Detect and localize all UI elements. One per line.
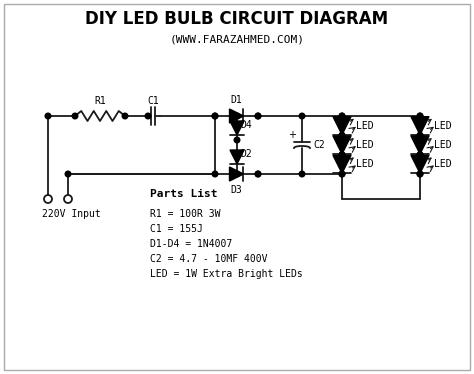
Circle shape [417,132,423,138]
Circle shape [255,113,261,119]
Circle shape [122,113,128,119]
Circle shape [299,113,305,119]
Polygon shape [411,136,429,154]
Circle shape [299,171,305,177]
Text: LED: LED [434,159,452,169]
Text: LED: LED [434,140,452,150]
Circle shape [339,132,345,138]
Circle shape [44,195,52,203]
Circle shape [417,113,423,119]
Circle shape [417,132,423,138]
Polygon shape [229,109,244,123]
Circle shape [417,171,423,177]
Text: D2: D2 [240,149,252,159]
Text: DIY LED BULB CIRCUIT DIAGRAM: DIY LED BULB CIRCUIT DIAGRAM [85,10,389,28]
Circle shape [417,171,423,177]
Circle shape [339,171,345,177]
Circle shape [45,113,51,119]
Circle shape [339,171,345,177]
Circle shape [212,113,218,119]
Circle shape [339,113,345,119]
Circle shape [234,137,240,143]
Circle shape [417,152,423,157]
Circle shape [339,113,345,119]
Circle shape [417,113,423,119]
Circle shape [212,171,218,177]
Polygon shape [333,155,351,173]
Circle shape [339,152,345,157]
Circle shape [234,113,240,119]
Text: C1: C1 [147,96,159,106]
Text: D1: D1 [231,95,242,105]
Text: LED: LED [356,121,374,131]
Polygon shape [411,155,429,173]
Text: C2: C2 [313,140,325,150]
Circle shape [255,171,261,177]
Circle shape [72,113,78,119]
Text: LED: LED [356,140,374,150]
Polygon shape [333,117,351,135]
Polygon shape [230,150,244,164]
Text: D1-D4 = 1N4007: D1-D4 = 1N4007 [150,239,232,249]
Circle shape [339,132,345,138]
Text: LED: LED [434,121,452,131]
Text: D3: D3 [231,185,242,195]
Polygon shape [229,167,244,181]
Polygon shape [333,136,351,154]
Circle shape [339,152,345,157]
Text: Parts List: Parts List [150,189,218,199]
Text: (WWW.FARAZAHMED.COM): (WWW.FARAZAHMED.COM) [170,34,304,44]
Circle shape [145,113,151,119]
Text: +: + [288,130,296,140]
Text: 220V Input: 220V Input [42,209,101,219]
Text: D4: D4 [240,120,252,130]
Polygon shape [411,117,429,135]
Text: C2 = 4.7 - 10MF 400V: C2 = 4.7 - 10MF 400V [150,254,267,264]
Text: LED: LED [356,159,374,169]
Polygon shape [230,121,244,135]
Circle shape [417,152,423,157]
Text: LED = 1W Extra Bright LEDs: LED = 1W Extra Bright LEDs [150,269,303,279]
Text: R1 = 100R 3W: R1 = 100R 3W [150,209,220,219]
Circle shape [234,171,240,177]
Circle shape [212,113,218,119]
Circle shape [65,171,71,177]
Circle shape [64,195,72,203]
Text: R1: R1 [94,96,106,106]
Text: C1 = 155J: C1 = 155J [150,224,203,234]
Circle shape [255,171,261,177]
Circle shape [255,113,261,119]
